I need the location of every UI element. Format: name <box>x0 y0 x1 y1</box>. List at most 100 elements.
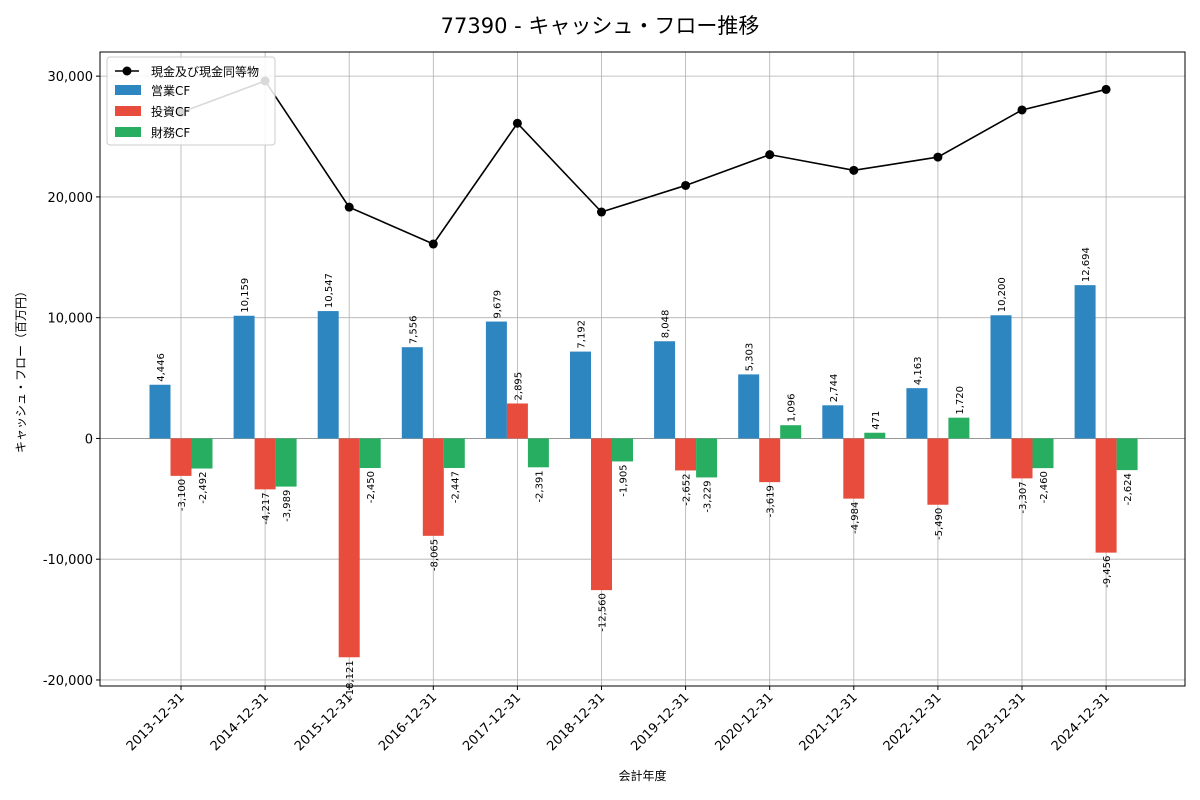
bar-operating-cf <box>233 315 255 439</box>
bar-financing-cf <box>696 438 718 478</box>
x-tick-label: 2022-12-31 <box>881 690 945 754</box>
bar-data-label: -2,460 <box>1039 471 1050 503</box>
bar-data-label: -3,229 <box>703 480 714 512</box>
bar-data-label: -3,989 <box>282 490 293 522</box>
bar-data-label: -9,456 <box>1102 556 1113 588</box>
bar-operating-cf <box>1074 285 1096 439</box>
bar-investing-cf <box>843 438 865 499</box>
y-tick-label: 0 <box>85 432 93 447</box>
bar-investing-cf <box>759 438 781 483</box>
bar-data-label: 1,096 <box>787 394 798 423</box>
legend-label: 財務CF <box>151 125 190 140</box>
bar-data-label: 7,192 <box>577 320 588 349</box>
bar-data-label: -18,121 <box>345 660 356 699</box>
bar-operating-cf <box>317 311 339 439</box>
bar-operating-cf <box>738 374 760 439</box>
bar-data-label: 5,303 <box>745 343 756 372</box>
bar-financing-cf <box>191 438 213 469</box>
cash-point <box>849 165 859 175</box>
bar-financing-cf <box>780 425 802 439</box>
plot-frame <box>99 51 1186 687</box>
bar-data-label: -3,619 <box>766 485 777 517</box>
cash-point <box>933 152 943 162</box>
bar-data-label: -3,100 <box>177 479 188 511</box>
y-tick-label: -20,000 <box>43 674 93 689</box>
chart-title: 77390 - キャッシュ・フロー推移 <box>440 14 760 38</box>
bar-data-label: -3,307 <box>1018 481 1029 513</box>
x-tick-label: 2019-12-31 <box>628 690 692 754</box>
y-axis-label: キャッシュ・フロー（百万円） <box>14 285 28 453</box>
legend-swatch <box>115 85 141 95</box>
x-tick-label: 2014-12-31 <box>208 690 272 754</box>
bar-data-label: 2,895 <box>513 372 524 401</box>
y-tick-label: 20,000 <box>48 191 94 206</box>
cash-point <box>428 239 438 249</box>
cash-line <box>180 80 1107 246</box>
bar-investing-cf <box>675 438 697 471</box>
bar-data-label: -2,447 <box>450 471 461 503</box>
bar-data-label: -2,492 <box>198 472 209 504</box>
x-axis-label: 会計年度 <box>618 768 666 783</box>
bar-financing-cf <box>612 438 633 462</box>
cash-point <box>1017 105 1027 115</box>
bar-operating-cf <box>485 321 507 439</box>
bar-data-label: -5,490 <box>934 508 945 540</box>
x-tick-label: 2021-12-31 <box>797 690 861 754</box>
x-tick-label: 2017-12-31 <box>460 690 524 754</box>
bar-data-label: 4,163 <box>913 357 924 386</box>
bar-investing-cf <box>1095 438 1117 553</box>
x-tick-label: 2015-12-31 <box>292 690 356 754</box>
bar-financing-cf <box>1116 438 1138 471</box>
bar-data-label: -2,450 <box>366 471 377 503</box>
x-tick-label: 2024-12-31 <box>1049 690 1113 754</box>
bar-data-label: 9,679 <box>492 290 503 319</box>
bar-financing-cf <box>527 438 549 468</box>
x-tick-label: 2018-12-31 <box>544 690 608 754</box>
bar-data-label: 471 <box>871 411 882 430</box>
bar-data-label: 2,744 <box>829 374 840 403</box>
bar-investing-cf <box>338 438 360 658</box>
bar-financing-cf <box>1032 438 1054 469</box>
legend-line-marker <box>122 66 132 76</box>
bar-operating-cf <box>654 341 676 439</box>
bar-operating-cf <box>990 315 1012 439</box>
legend-box <box>106 56 276 146</box>
bar-financing-cf <box>864 432 886 439</box>
bar-financing-cf <box>275 438 297 487</box>
bar-investing-cf <box>1011 438 1033 479</box>
bar-data-label: 1,720 <box>955 386 966 415</box>
bar-data-label: 7,556 <box>408 316 419 345</box>
bar-operating-cf <box>401 347 423 439</box>
bar-data-label: -2,652 <box>682 473 693 505</box>
bar-investing-cf <box>591 438 612 591</box>
bar-data-label: -8,065 <box>429 539 440 571</box>
legend-label: 営業CF <box>151 84 190 98</box>
legend-label: 現金及び現金同等物 <box>151 64 259 79</box>
bar-data-label: -1,905 <box>619 464 630 496</box>
x-tick-label: 2013-12-31 <box>124 690 188 754</box>
bar-data-label: -2,624 <box>1123 473 1134 505</box>
bar-financing-cf <box>948 417 970 439</box>
bar-operating-cf <box>149 384 171 439</box>
cash-point <box>681 180 691 190</box>
cash-point <box>344 202 354 212</box>
cash-point <box>597 207 606 217</box>
bar-data-label: 4,446 <box>156 353 167 382</box>
x-tick-label: 2016-12-31 <box>376 690 440 754</box>
y-tick-label: -10,000 <box>43 553 93 568</box>
bar-data-label: -4,984 <box>850 502 861 534</box>
x-tick-label: 2020-12-31 <box>712 690 776 754</box>
cash-point <box>1101 84 1111 94</box>
bar-data-label: -2,391 <box>534 470 545 502</box>
bar-investing-cf <box>927 438 949 505</box>
x-tick-label: 2023-12-31 <box>965 690 1029 754</box>
y-tick-label: 10,000 <box>48 312 94 327</box>
cash-point <box>512 118 522 128</box>
legend-swatch <box>115 127 141 137</box>
bar-investing-cf <box>254 438 276 490</box>
y-tick-label: 30,000 <box>48 70 94 85</box>
bar-data-label: 10,200 <box>997 277 1008 312</box>
bar-financing-cf <box>359 438 381 469</box>
bar-data-label: 10,159 <box>240 278 251 313</box>
